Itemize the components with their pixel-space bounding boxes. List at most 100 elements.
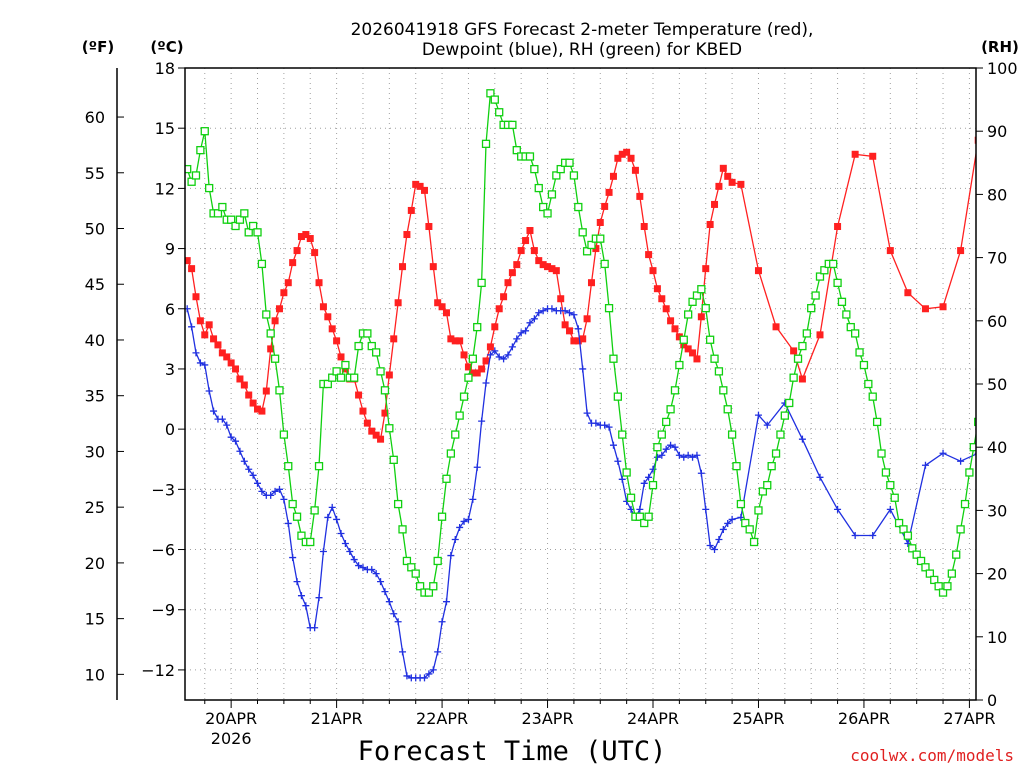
temperature-point [434, 299, 442, 307]
dewpoint-point [684, 451, 692, 459]
dewpoint-point [478, 417, 486, 425]
temperature-point [697, 313, 705, 321]
temperature-point [315, 279, 323, 287]
dewpoint-point [319, 548, 327, 556]
rh-point [253, 228, 262, 237]
dewpoint-point [566, 309, 574, 317]
dewpoint-point [834, 505, 842, 513]
dewpoint-point [311, 624, 319, 632]
rh-point [332, 367, 341, 376]
temperature-point [904, 289, 912, 297]
celsius-tick-label: −12 [141, 661, 175, 680]
temperature-point [390, 335, 398, 343]
rh-point [314, 462, 324, 471]
dewpoint-point [614, 457, 622, 465]
dewpoint-point [561, 307, 569, 315]
dewpoint-point [434, 648, 442, 656]
rh-point [547, 190, 557, 199]
gridlines [185, 68, 976, 700]
rh-point [988, 349, 995, 356]
rh-point [235, 215, 245, 224]
rh-point [538, 202, 548, 212]
rh-point [266, 329, 275, 338]
dewpoint-point [618, 475, 626, 483]
temperature-point [188, 265, 196, 273]
rh-point [556, 164, 565, 174]
dewpoint-point [394, 618, 402, 626]
temperature-point [689, 349, 697, 357]
temperature-point [640, 223, 648, 231]
rh-point [618, 430, 627, 439]
dewpoint-point [886, 505, 894, 513]
rh-point [262, 310, 271, 319]
rh-tick-label: 50 [987, 375, 1007, 394]
dewpoint-point [438, 618, 446, 626]
dewpoint-point [658, 451, 666, 459]
celsius-tick-label: −9 [151, 601, 175, 620]
temperature-point [623, 148, 631, 156]
temperature-point [939, 303, 947, 311]
rh-tick-label: 70 [987, 249, 1007, 268]
rh-point [596, 234, 605, 243]
temperature-point [737, 180, 745, 188]
rh-point [279, 430, 289, 439]
temperature-point [631, 166, 639, 174]
rh-point [864, 379, 873, 389]
dewpoint-point [275, 485, 283, 493]
dewpoint-point [921, 461, 929, 469]
rh-tick-label: 30 [987, 501, 1007, 520]
fahrenheit-tick-label: 10 [85, 665, 105, 684]
rh-point [666, 405, 675, 414]
rh-point [714, 367, 724, 376]
temperature-point [324, 313, 332, 321]
rh-point [859, 360, 869, 370]
temperature-point [280, 289, 288, 297]
temperature-point [372, 431, 380, 439]
dewpoint-point [377, 578, 385, 586]
rh-point [1019, 248, 1024, 255]
rh-tick-label: 10 [987, 628, 1007, 647]
rh-point [846, 322, 855, 332]
dewpoint-point [702, 505, 710, 513]
celsius-tick-label: −6 [151, 541, 175, 560]
rh-point [582, 247, 592, 256]
temperature-point [921, 305, 929, 313]
temperature-point [627, 154, 635, 162]
rh-point [574, 202, 583, 212]
temperature-point [262, 387, 270, 395]
dewpoint-point [539, 307, 547, 315]
rh-point [749, 537, 759, 547]
temperature-point [680, 341, 688, 349]
dewpoint-point [185, 305, 191, 313]
chart-title-line2: Dewpoint (blue), RH (green) for KBED [422, 40, 742, 60]
dewpoint-point [315, 594, 323, 602]
dewpoint-point [517, 329, 525, 337]
rh-point [688, 297, 697, 306]
temperature-point [245, 391, 253, 399]
rh-unit-label: (RH) [981, 38, 1019, 56]
rh-point [710, 354, 719, 363]
temperature-point [605, 188, 613, 196]
rh-point [925, 569, 935, 578]
rh-point [205, 183, 214, 193]
rh-point [890, 493, 899, 502]
temperature-point [381, 409, 389, 417]
temperature-point [416, 182, 424, 190]
rh-point [701, 304, 710, 313]
dewpoint-point [249, 471, 257, 479]
rh-point [736, 499, 746, 509]
celsius-tick-label: 9 [165, 240, 175, 259]
temperature-point [719, 164, 727, 172]
rh-point [512, 146, 521, 155]
rh-point [723, 405, 732, 414]
temperature-point [420, 186, 428, 194]
dewpoint-point [583, 409, 591, 417]
temperature-point [223, 353, 231, 361]
fahrenheit-unit-label: (ºF) [82, 38, 114, 56]
temperature-point [552, 267, 560, 275]
temperature-point [1010, 107, 1017, 114]
dewpoint-point [399, 648, 407, 656]
temperature-point [504, 279, 512, 287]
temperature-point [192, 293, 200, 301]
temperature-point [702, 265, 710, 273]
